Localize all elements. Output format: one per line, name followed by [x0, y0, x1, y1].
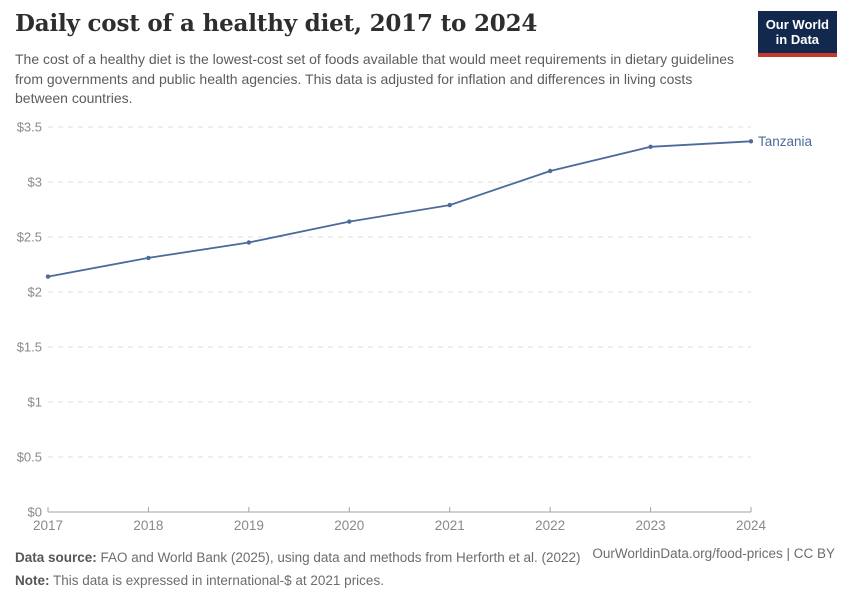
chart-subtitle: The cost of a healthy diet is the lowest…: [15, 51, 735, 107]
tanzania-line[interactable]: [47, 140, 752, 278]
x-axis-label: 2022: [535, 518, 565, 533]
note-line: Note: This data is expressed in internat…: [15, 569, 581, 592]
y-axis-label: $0: [28, 505, 42, 520]
x-axis-label: 2023: [636, 518, 666, 533]
data-point-2017[interactable]: [45, 274, 51, 279]
footer-source-note: Data source: FAO and World Bank (2025), …: [15, 546, 581, 592]
data-source-text: FAO and World Bank (2025), using data an…: [96, 550, 581, 565]
series-label-tanzania: Tanzania: [758, 134, 813, 149]
y-axis-label: $3.5: [17, 120, 42, 135]
x-axis-label: 2018: [133, 518, 163, 533]
note-label: Note:: [15, 573, 50, 589]
data-source-line: Data source: FAO and World Bank (2025), …: [15, 546, 581, 569]
y-axis-label: $1: [28, 395, 42, 410]
x-axis-label: 2024: [736, 518, 767, 533]
x-axis-label: 2017: [33, 518, 63, 533]
data-point-2018[interactable]: [146, 255, 151, 261]
y-axis-label: $3: [28, 175, 42, 190]
chart-footer: Data source: FAO and World Bank (2025), …: [15, 546, 835, 592]
y-axis-label: $1.5: [17, 340, 42, 355]
y-axis-label: $0.5: [17, 450, 42, 465]
owid-logo[interactable]: Our World in Data: [757, 11, 837, 57]
owid-logo-line2: in Data: [775, 31, 820, 47]
data-point-2021[interactable]: [447, 202, 452, 208]
data-point-2019[interactable]: [246, 240, 252, 245]
y-axis-label: $2: [28, 285, 42, 300]
note-text: This data is expressed in international-…: [49, 573, 384, 589]
data-point-2023[interactable]: [648, 144, 653, 149]
y-axis-label: $2.5: [17, 230, 42, 245]
data-point-2022[interactable]: [547, 168, 553, 174]
line-chart: $0 $0.5 $1 $1.5 $2 $2.5 $3 $3.5 2017 2018 2019 2020…: [17, 120, 813, 534]
data-source-label: Data source:: [15, 550, 97, 565]
owid-logo-line1: Our World: [765, 17, 829, 32]
x-axis-label: 2021: [435, 518, 465, 533]
x-axis-label: 2019: [234, 518, 264, 533]
chart-title: Daily cost of a healthy diet, 2017 to 20…: [15, 10, 538, 37]
x-axis-label: 2020: [334, 518, 364, 533]
data-point-2020[interactable]: [347, 219, 352, 224]
data-point-2024[interactable]: [748, 139, 754, 144]
owid-citation-link[interactable]: OurWorldinData.org/food-prices | CC BY: [592, 546, 835, 561]
